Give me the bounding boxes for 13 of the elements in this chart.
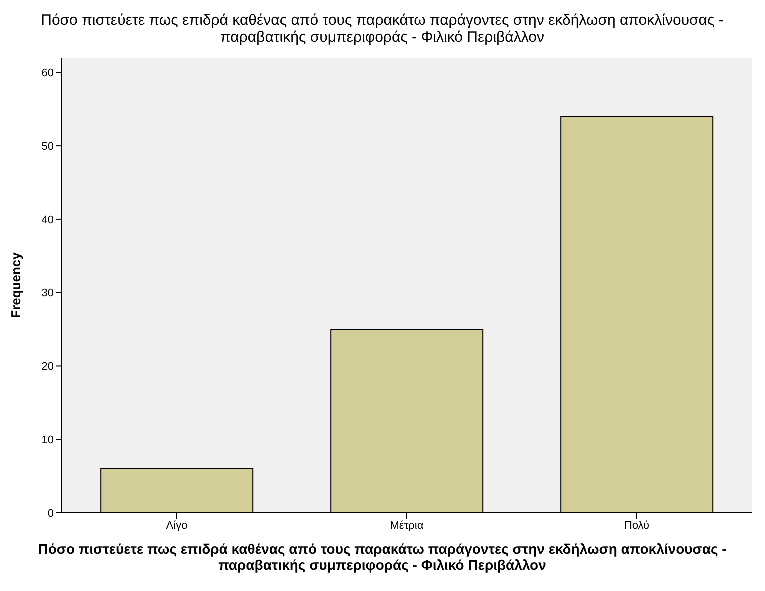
- y-tick-label: 30: [42, 288, 54, 300]
- y-tick-label: 10: [42, 434, 54, 447]
- y-axis-title: Frequency: [8, 252, 24, 318]
- x-tick-label: Μέτρια: [390, 520, 424, 532]
- x-tick-label: Λίγο: [166, 520, 188, 532]
- y-tick-label: 20: [42, 361, 54, 374]
- x-tick-label: Πολύ: [624, 520, 650, 532]
- y-tick-label: 50: [42, 140, 54, 153]
- y-tick-label: 60: [42, 68, 54, 80]
- y-tick-label: 40: [42, 214, 54, 226]
- x-axis-title: Πόσο πιστεύετε πως επιδρά καθένας από τους παρακάτω παράγοντες στην εκδήλωση αποκλίνουσας - παραβατικής συμπεριφοράς - Φιλικό Περιβάλλον: [37, 541, 728, 573]
- y-tick-label: 0: [48, 508, 54, 520]
- chart-title: Πόσο πιστεύετε πως επιδρά καθένας από τους παρακάτω παράγοντες στην εκδήλωση αποκλίνουσας - παραβατικής συμπεριφοράς - Φιλικό Περιβάλλον: [40, 11, 725, 48]
